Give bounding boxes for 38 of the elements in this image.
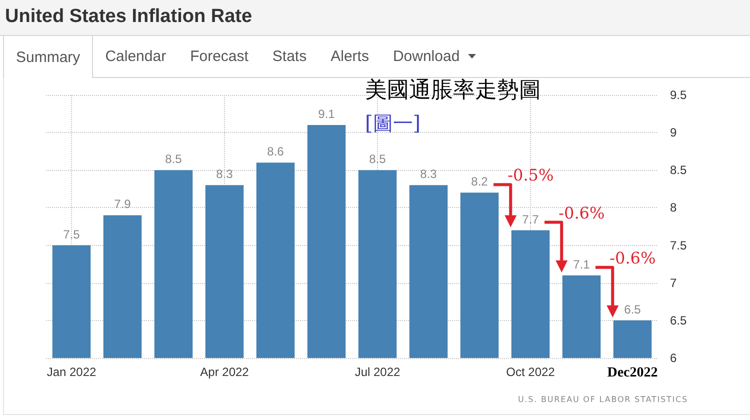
data-label: 8.2: [471, 174, 488, 189]
data-label: 8.6: [267, 144, 284, 159]
y-tick-label: 6: [670, 351, 677, 365]
annotation: [圖一]: [365, 111, 421, 135]
y-tick-label: 9: [670, 126, 677, 140]
y-tick-label: 9.5: [670, 88, 688, 102]
data-label: 6.5: [624, 302, 642, 316]
text: Alerts: [330, 47, 370, 67]
data-label: 7.5: [63, 227, 80, 242]
x-tick-label: Jan 2022: [46, 365, 97, 379]
chart-subtitle: 美國通脹率走勢圖: [365, 78, 541, 103]
annotation: -0.6%: [558, 203, 605, 222]
data-label: 7.7: [522, 212, 540, 226]
y-tick-label: 7: [670, 276, 677, 290]
text: U.S. BUREAU OF LABOR STATISTICS: [518, 395, 688, 404]
data-label: 7.9: [114, 197, 132, 212]
y-tick-label: 7.5: [670, 238, 688, 252]
text: Summary: [3, 35, 94, 78]
y-tick-label: 8: [670, 200, 677, 215]
y-tick-label: 6.5: [670, 313, 688, 328]
text: Stats: [271, 47, 308, 67]
text: Calendar: [104, 47, 168, 67]
x-tick-label: Jul 2022: [354, 365, 401, 379]
text: Download: [392, 48, 460, 65]
x-tick-label: Oct 2022: [506, 365, 556, 379]
annotation: -0.5%: [508, 166, 554, 185]
data-label: 7.1: [573, 257, 590, 272]
x-tick-label: Apr 2022: [200, 365, 250, 379]
annotation: -0.6%: [610, 248, 656, 268]
x-tick-label: Dec2022: [607, 366, 658, 380]
chart-title: United States Inflation Rate: [5, 6, 252, 28]
data-label: 8.5: [369, 152, 386, 166]
data-label: 8.3: [216, 167, 234, 182]
text: Forecast: [189, 47, 250, 67]
data-label: 8.3: [420, 167, 438, 182]
y-tick-label: 8.5: [670, 163, 688, 178]
data-label: 9.1: [318, 107, 336, 122]
data-label: 8.5: [165, 152, 182, 166]
